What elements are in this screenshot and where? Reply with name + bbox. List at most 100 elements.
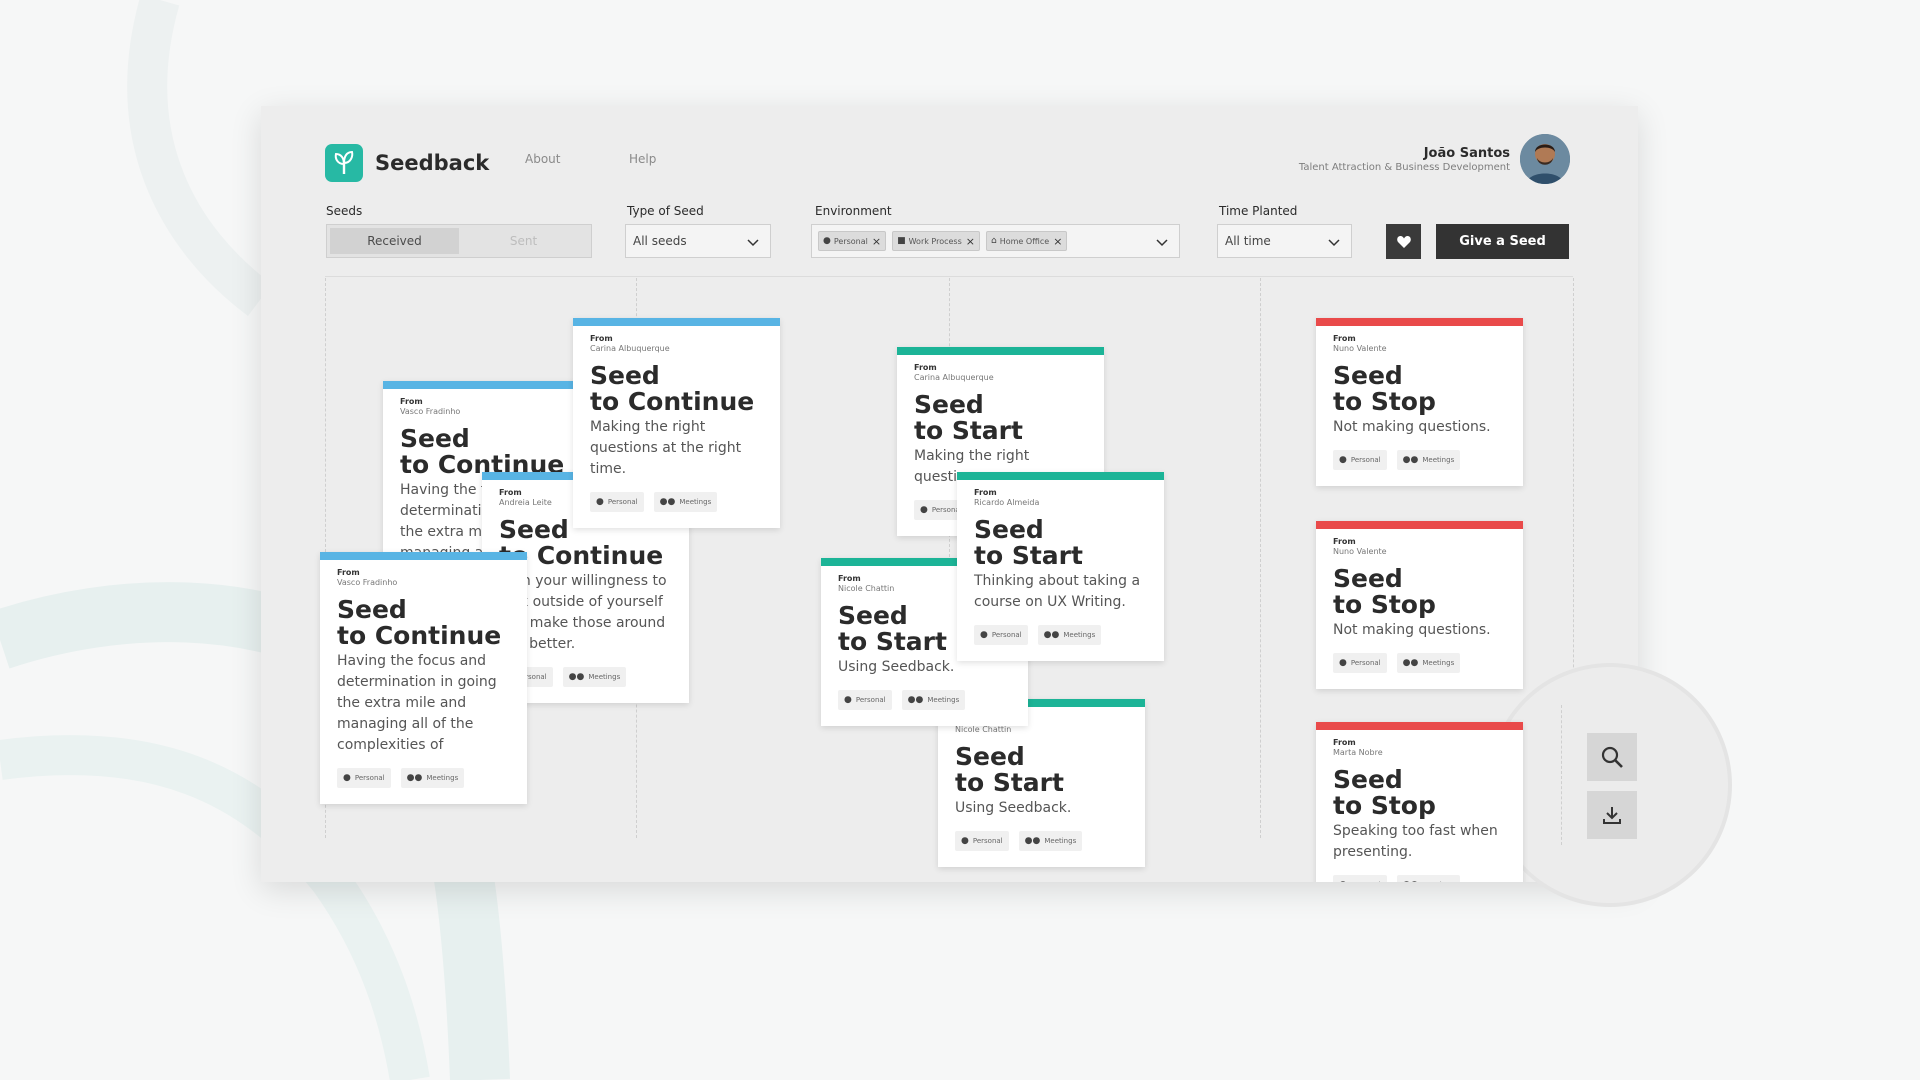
- card-tags: ●Personal ●●Meetings: [955, 831, 1128, 867]
- card-tags: ●Personal ●●Meetings: [337, 768, 510, 804]
- nav-about[interactable]: About: [525, 152, 561, 166]
- group-icon: ●●: [1402, 455, 1419, 465]
- tag-meetings[interactable]: ●●Meetings: [1037, 625, 1102, 645]
- card-from-label: From: [974, 488, 997, 497]
- tag-meetings[interactable]: ●●Meetings: [400, 768, 465, 788]
- seeds-label: Seeds: [326, 204, 363, 218]
- person-icon: ●: [980, 630, 988, 640]
- tag-personal[interactable]: ●Personal: [1333, 450, 1387, 470]
- card-sender: Marta Nobre: [1333, 748, 1383, 757]
- column-guide: [1260, 278, 1261, 838]
- seed-card[interactable]: From Carina Albuquerque Seed to Continue Mak…: [573, 318, 780, 528]
- seed-type-bar: [821, 558, 1028, 566]
- group-icon: ●●: [659, 497, 676, 507]
- card-title: Seed to Start: [838, 601, 947, 656]
- tag-personal[interactable]: ●Personal: [590, 492, 644, 512]
- card-sender: Nicole Chattin: [838, 584, 895, 593]
- chevron-down-icon: [1328, 239, 1340, 247]
- seed-type-bar: [1316, 722, 1523, 730]
- tag-meetings[interactable]: ●●Meetings: [1396, 653, 1461, 673]
- card-sender: Vasco Fradinho: [400, 407, 461, 416]
- person-icon: ●: [844, 695, 852, 705]
- tag-meetings[interactable]: ●●Meetings: [1018, 831, 1083, 851]
- seed-card[interactable]: From Marta Nobre Seed to Stop Speaking too f…: [1316, 722, 1523, 882]
- close-icon[interactable]: ×: [965, 234, 975, 248]
- card-message: Not making questions.: [1333, 419, 1491, 435]
- folder-icon: ■: [897, 236, 906, 246]
- tag-meetings[interactable]: ●●Meetings: [653, 492, 718, 512]
- tag-meetings[interactable]: ●●Meetings: [1396, 875, 1461, 882]
- time-label: Time Planted: [1219, 204, 1298, 218]
- card-sender: Vasco Fradinho: [337, 578, 398, 587]
- leaf-logo-icon: [325, 144, 363, 182]
- card-title: Seed to Stop: [1333, 765, 1436, 820]
- tag-personal[interactable]: ●Personal: [955, 831, 1009, 851]
- close-icon[interactable]: ×: [1053, 234, 1063, 248]
- person-icon: ●: [1339, 455, 1347, 465]
- environment-select[interactable]: ● Personal × ■ Work Process × ⌂ Home Off…: [811, 224, 1180, 258]
- card-from-label: From: [1333, 537, 1356, 546]
- tag-personal[interactable]: ●Personal: [914, 500, 968, 520]
- card-title: Seed to Continue: [337, 595, 502, 650]
- card-message: Making the right questions at the right …: [590, 419, 742, 477]
- tag-personal[interactable]: ●Personal: [1333, 875, 1387, 882]
- card-sender: Andreia Leite: [499, 498, 552, 507]
- card-tags: ●Personal ●●Meetings: [1333, 875, 1506, 882]
- card-title: Seed to Start: [974, 515, 1083, 570]
- tag-personal[interactable]: ●Personal: [838, 690, 892, 710]
- type-select[interactable]: All seeds: [625, 224, 771, 258]
- tag-meetings[interactable]: ●●Meetings: [562, 667, 627, 687]
- card-title: Seed to Stop: [1333, 564, 1436, 619]
- type-value: All seeds: [633, 234, 687, 248]
- tag-personal[interactable]: ●Personal: [1333, 653, 1387, 673]
- card-from-label: From: [337, 568, 360, 577]
- seed-type-bar: [573, 318, 780, 326]
- seed-card[interactable]: From Nuno Valente Seed to Stop Not making qu…: [1316, 318, 1523, 486]
- give-a-seed-button[interactable]: Give a Seed: [1436, 224, 1569, 259]
- tag-personal[interactable]: ●Personal: [337, 768, 391, 788]
- seed-type-bar: [897, 347, 1104, 355]
- download-icon: [1603, 807, 1621, 824]
- card-tags: ●Personal ●●Meetings: [974, 625, 1147, 661]
- tag-meetings[interactable]: ●●Meetings: [1396, 450, 1461, 470]
- seed-type-bar: [1316, 521, 1523, 529]
- heart-icon: [1396, 235, 1411, 248]
- type-label: Type of Seed: [627, 204, 704, 218]
- download-button[interactable]: [1587, 791, 1637, 839]
- time-select[interactable]: All time: [1217, 224, 1352, 258]
- chevron-down-icon: [747, 239, 759, 247]
- group-icon: ●●: [568, 672, 585, 682]
- favorites-button[interactable]: [1386, 224, 1421, 259]
- chip-work-process[interactable]: ■ Work Process ×: [892, 231, 980, 251]
- seed-type-bar: [1316, 318, 1523, 326]
- search-icon: [1601, 746, 1623, 768]
- card-sender: Nicole Chattin: [955, 725, 1012, 734]
- card-from-label: From: [914, 363, 937, 372]
- tag-personal[interactable]: ●Personal: [974, 625, 1028, 645]
- card-sender: Nuno Valente: [1333, 547, 1387, 556]
- seed-card[interactable]: From Vasco Fradinho Seed to Continue Having …: [320, 552, 527, 804]
- brand-logo[interactable]: Seedback: [325, 144, 489, 182]
- nav-help[interactable]: Help: [629, 152, 657, 166]
- user-profile[interactable]: João Santos Talent Attraction & Business…: [1299, 134, 1570, 184]
- group-icon: ●●: [1403, 880, 1419, 882]
- tag-meetings[interactable]: ●●Meetings: [901, 690, 966, 710]
- column-guide: [1573, 278, 1574, 838]
- chevron-down-icon: [1156, 239, 1168, 247]
- card-message: Using Seedback.: [955, 800, 1072, 816]
- card-from-label: From: [1333, 738, 1356, 747]
- search-button[interactable]: [1587, 733, 1637, 781]
- seed-card[interactable]: From Nuno Valente Seed to Stop Not making qu…: [1316, 521, 1523, 689]
- received-tab[interactable]: Received: [330, 228, 459, 254]
- group-icon: ●●: [907, 695, 924, 705]
- card-sender: Nuno Valente: [1333, 344, 1387, 353]
- sent-tab[interactable]: Sent: [509, 234, 538, 248]
- close-icon[interactable]: ×: [871, 234, 882, 248]
- avatar[interactable]: [1520, 134, 1570, 184]
- seed-card[interactable]: From Ricardo Almeida Seed to Start Thinking …: [957, 472, 1164, 661]
- card-tags: ●Personal ●●Meetings: [1333, 653, 1506, 689]
- chip-home-office[interactable]: ⌂ Home Office ×: [985, 231, 1068, 251]
- group-icon: ●●: [1043, 630, 1060, 640]
- chip-personal[interactable]: ● Personal ×: [818, 231, 887, 251]
